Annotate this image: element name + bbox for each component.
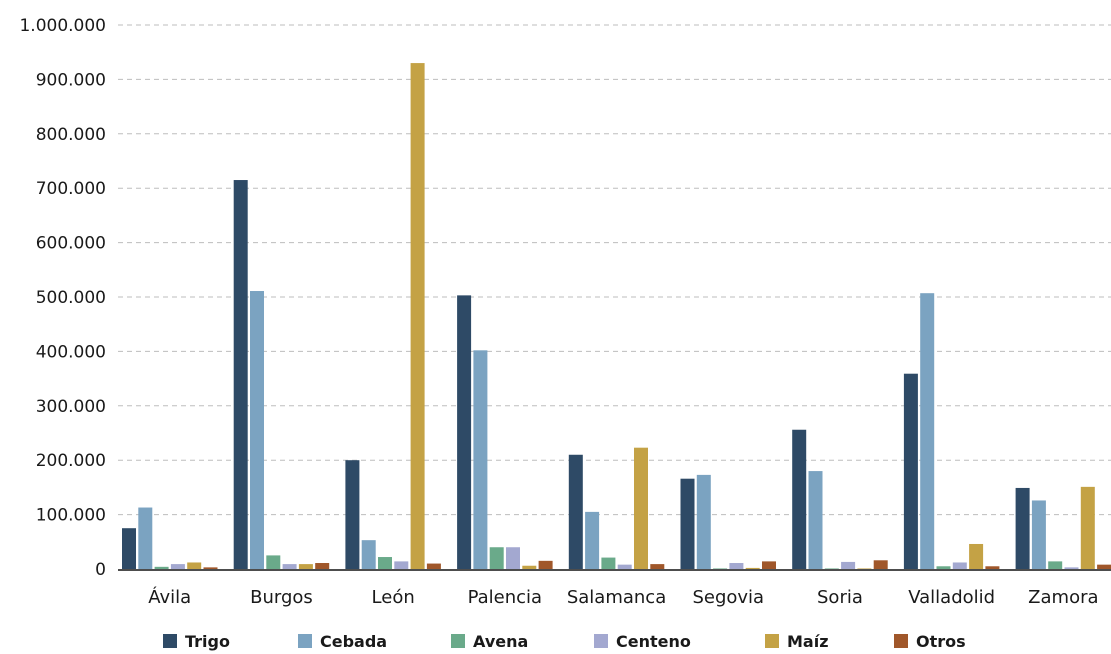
- bar-trigo-3: [457, 295, 472, 569]
- y-tick-label: 800.000: [36, 125, 106, 145]
- bar-cebada-5: [696, 474, 711, 569]
- y-tick-label: 600.000: [36, 234, 106, 254]
- bar-avena-6: [824, 568, 839, 569]
- y-tick-label: 100.000: [36, 506, 106, 526]
- x-tick-label: León: [372, 587, 415, 608]
- legend-swatch: [298, 634, 312, 648]
- legend-label: Maíz: [787, 632, 829, 651]
- bar-maíz-8: [1080, 486, 1095, 569]
- y-tick-label: 0: [95, 560, 106, 580]
- bar-otros-4: [650, 564, 665, 569]
- legend-label: Cebada: [320, 632, 387, 651]
- bar-cebada-3: [473, 350, 488, 569]
- bar-cebada-0: [138, 507, 153, 569]
- bar-centeno-6: [841, 561, 856, 569]
- x-tick-label: Segovia: [692, 587, 764, 608]
- x-tick-label: Palencia: [468, 587, 543, 608]
- bar-otros-8: [1097, 564, 1111, 569]
- y-tick-label: 700.000: [36, 179, 106, 199]
- y-axis-ticks: 0 100.000 200.000 300.000 400.000 500.000 600.…: [19, 16, 106, 580]
- bar-cebada-4: [585, 511, 600, 569]
- bar-otros-2: [426, 563, 441, 569]
- legend-swatch: [451, 634, 465, 648]
- bar-avena-7: [936, 566, 951, 569]
- y-tick-label: 900.000: [36, 70, 106, 90]
- bar-maíz-4: [634, 447, 648, 569]
- bar-trigo-1: [233, 180, 248, 570]
- bar-cebada-2: [361, 540, 376, 569]
- bar-cebada-6: [808, 471, 823, 569]
- y-tick-label: 400.000: [36, 342, 106, 362]
- legend-label: Centeno: [616, 632, 691, 651]
- bar-cebada-1: [250, 291, 264, 569]
- bar-trigo-0: [122, 528, 136, 569]
- bar-trigo-6: [792, 429, 807, 569]
- bar-maíz-6: [857, 568, 872, 569]
- bar-otros-7: [985, 566, 1000, 569]
- legend-swatch: [894, 634, 908, 648]
- grid-layer: [118, 24, 1111, 516]
- legend-label: Otros: [916, 632, 966, 651]
- bar-otros-1: [315, 563, 330, 569]
- bar-centeno-4: [617, 564, 632, 569]
- bar-trigo-4: [568, 454, 583, 569]
- bar-cebada-8: [1031, 500, 1046, 569]
- bar-centeno-7: [952, 562, 967, 569]
- bar-trigo-2: [345, 460, 360, 569]
- legend-label: Trigo: [185, 632, 230, 651]
- bar-trigo-8: [1015, 487, 1030, 569]
- bar-avena-0: [154, 566, 169, 569]
- bar-avena-5: [713, 568, 728, 569]
- bar-avena-3: [489, 547, 504, 569]
- x-tick-label: Zamora: [1028, 587, 1098, 608]
- legend-swatch: [765, 634, 779, 648]
- x-axis-labels: Ávila Burgos León Palencia Salamanca Segovia S…: [148, 586, 1098, 608]
- y-tick-label: 1.000.000: [19, 16, 106, 36]
- bar-maíz-7: [969, 543, 984, 569]
- x-tick-label: Valladolid: [908, 587, 995, 608]
- y-tick-label: 200.000: [36, 451, 106, 471]
- bar-avena-4: [601, 557, 616, 569]
- bar-trigo-7: [903, 373, 918, 569]
- bar-cebada-7: [920, 293, 935, 569]
- bar-centeno-2: [394, 561, 409, 569]
- bar-otros-3: [538, 560, 553, 569]
- bars-layer: [122, 63, 1111, 570]
- bar-centeno-1: [282, 564, 297, 569]
- x-tick-label: Burgos: [250, 587, 313, 608]
- x-tick-label: Salamanca: [567, 587, 666, 608]
- x-tick-label: Soria: [817, 587, 863, 608]
- y-tick-label: 300.000: [36, 397, 106, 417]
- bar-maíz-1: [298, 564, 313, 569]
- bar-maíz-2: [410, 63, 425, 570]
- bar-otros-6: [873, 560, 888, 569]
- legend-label: Avena: [473, 632, 528, 651]
- bar-otros-0: [203, 567, 218, 569]
- x-tick-label: Ávila: [148, 586, 191, 608]
- bar-maíz-0: [187, 562, 202, 569]
- y-tick-label: 500.000: [36, 288, 106, 308]
- legend-swatch: [163, 634, 177, 648]
- bar-avena-1: [266, 555, 281, 569]
- bar-maíz-3: [522, 565, 537, 569]
- legend-swatch: [594, 634, 608, 648]
- bar-maíz-5: [745, 567, 760, 569]
- bar-avena-2: [378, 557, 392, 569]
- bar-centeno-8: [1064, 567, 1079, 569]
- bar-centeno-5: [729, 563, 744, 569]
- bar-avena-8: [1048, 561, 1063, 569]
- bar-trigo-5: [680, 478, 695, 569]
- bar-centeno-0: [170, 564, 185, 569]
- bar-otros-5: [762, 561, 776, 569]
- legend: Trigo Cebada Avena Centeno Maíz Otros: [163, 632, 966, 651]
- bar-centeno-3: [506, 547, 520, 569]
